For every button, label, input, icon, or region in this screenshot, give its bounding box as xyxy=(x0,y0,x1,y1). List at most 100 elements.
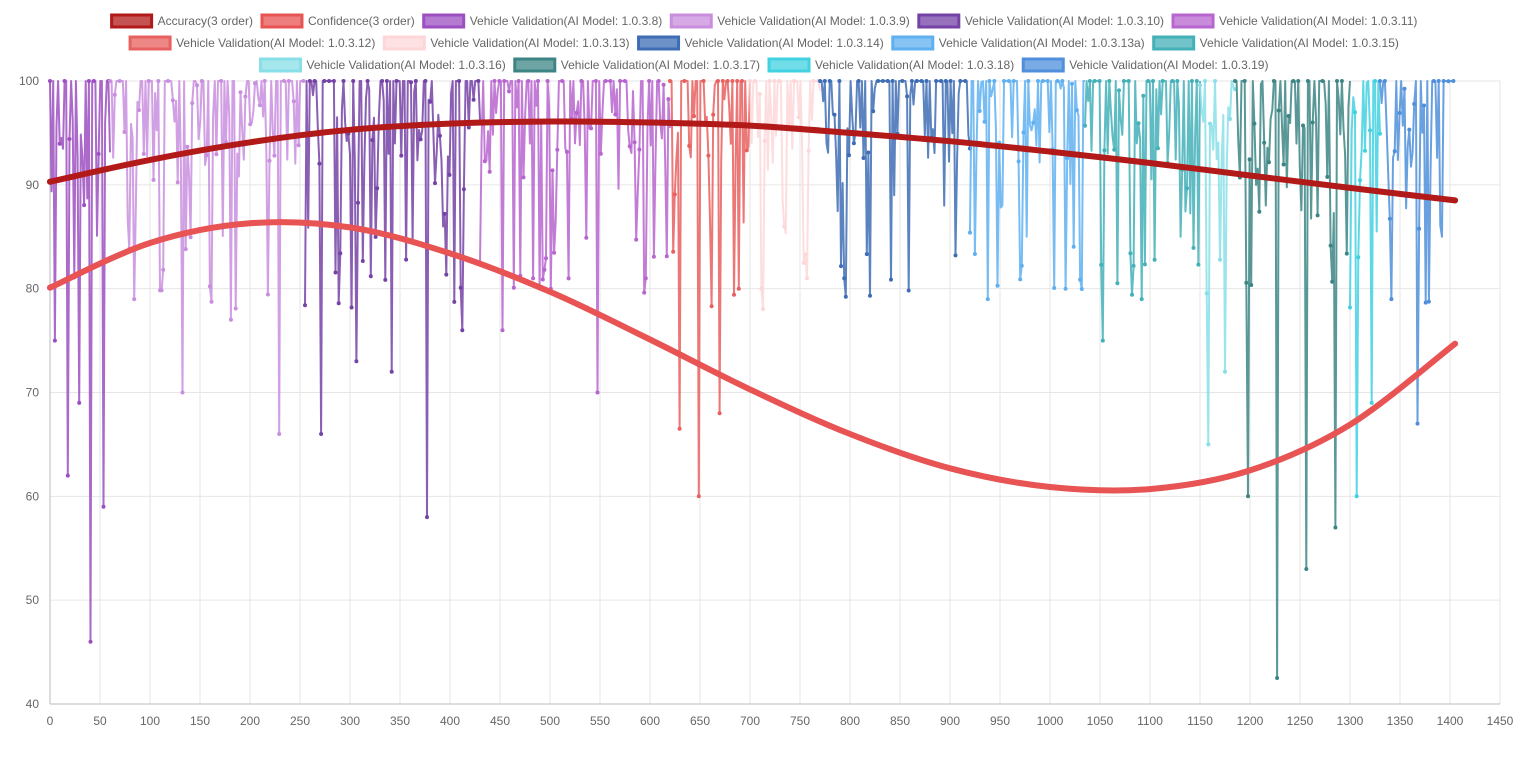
series-point xyxy=(159,288,164,293)
series-point xyxy=(1128,251,1133,256)
series-point xyxy=(1296,79,1301,83)
series-point xyxy=(740,79,744,83)
legend-item[interactable]: Accuracy(3 order) xyxy=(110,13,253,29)
legend-item[interactable]: Vehicle Validation(AI Model: 1.0.3.14) xyxy=(637,35,884,51)
legend-item[interactable]: Vehicle Validation(AI Model: 1.0.3.8) xyxy=(422,13,663,29)
series-point xyxy=(598,151,603,156)
series-point xyxy=(460,328,465,333)
series-point xyxy=(1368,128,1372,133)
series-point xyxy=(86,79,91,83)
series-point xyxy=(643,276,648,281)
series-point xyxy=(322,79,327,83)
x-tick-label: 150 xyxy=(190,714,210,728)
series-point xyxy=(365,79,370,83)
series-point xyxy=(1203,79,1207,83)
series-point xyxy=(333,270,338,275)
series-point xyxy=(373,234,378,239)
y-tick-label: 80 xyxy=(26,282,40,296)
series-point xyxy=(545,79,550,83)
trend-series-1 xyxy=(47,118,1458,204)
series-point xyxy=(711,112,716,117)
legend-label: Vehicle Validation(AI Model: 1.0.3.13a) xyxy=(939,36,1145,50)
series-point xyxy=(341,79,346,83)
series-point xyxy=(1286,114,1291,118)
series-point xyxy=(818,79,822,83)
series-point xyxy=(466,125,471,130)
series-point xyxy=(811,79,816,83)
y-tick-label: 90 xyxy=(26,178,40,192)
series-point xyxy=(792,79,796,83)
series-point xyxy=(762,138,767,143)
series-point xyxy=(1233,79,1237,83)
series-point xyxy=(632,140,637,145)
legend-item[interactable]: Vehicle Validation(AI Model: 1.0.3.13) xyxy=(382,35,630,51)
series-point xyxy=(409,80,413,85)
legend-item[interactable]: Vehicle Validation(AI Model: 1.0.3.11) xyxy=(1171,13,1417,29)
series-point xyxy=(613,112,618,117)
series-point xyxy=(1074,108,1079,113)
series-point xyxy=(96,151,101,156)
series-point xyxy=(736,286,741,291)
series-point xyxy=(701,79,706,83)
x-tick-label: 1050 xyxy=(1087,714,1114,728)
series-point xyxy=(461,187,466,192)
series-point xyxy=(677,426,682,431)
series-point xyxy=(331,79,336,83)
legend-label: Vehicle Validation(AI Model: 1.0.3.14) xyxy=(685,36,884,50)
series-point xyxy=(637,147,642,152)
series-point xyxy=(190,101,195,106)
series-point xyxy=(1389,297,1394,302)
series-point xyxy=(1247,157,1252,162)
series-point xyxy=(958,79,963,83)
legend-item[interactable]: Vehicle Validation(AI Model: 1.0.3.17) xyxy=(513,57,760,73)
series-point xyxy=(550,168,555,173)
series-point xyxy=(706,153,711,158)
legend-item[interactable]: Vehicle Validation(AI Model: 1.0.3.9) xyxy=(669,13,910,29)
series-point xyxy=(735,79,740,83)
series-point xyxy=(442,211,447,216)
series-point xyxy=(351,79,356,83)
legend-item[interactable]: Vehicle Validation(AI Model: 1.0.3.18) xyxy=(767,57,1014,73)
series-point xyxy=(1052,286,1057,290)
series-point xyxy=(1281,162,1286,167)
series-point xyxy=(564,149,569,154)
legend-item[interactable]: Confidence(3 order) xyxy=(260,13,415,29)
series-point xyxy=(1117,88,1121,93)
series-line xyxy=(49,80,111,643)
series-point xyxy=(1191,245,1196,250)
x-tick-label: 1200 xyxy=(1237,714,1264,728)
series-point xyxy=(267,158,272,163)
trend-layer xyxy=(47,118,1458,494)
legend-label: Confidence(3 order) xyxy=(308,14,415,28)
series-point xyxy=(82,203,87,208)
x-tick-label: 1300 xyxy=(1337,714,1364,728)
series-point xyxy=(627,144,632,149)
trend-series-2 xyxy=(47,219,1458,494)
series-point xyxy=(57,141,62,146)
legend-item[interactable]: Vehicle Validation(AI Model: 1.0.3.13a) xyxy=(891,35,1145,51)
series-point xyxy=(354,359,359,364)
legend-item[interactable]: Vehicle Validation(AI Model: 1.0.3.12) xyxy=(128,35,375,51)
legend-item[interactable]: Vehicle Validation(AI Model: 1.0.3.19) xyxy=(1021,57,1268,73)
series-point xyxy=(1142,262,1147,267)
legend-item[interactable]: Vehicle Validation(AI Model: 1.0.3.15) xyxy=(1152,35,1399,51)
legend-item[interactable]: Vehicle Validation(AI Model: 1.0.3.10) xyxy=(917,13,1164,29)
legend-swatch xyxy=(260,13,304,29)
series-point xyxy=(492,79,497,83)
series-point xyxy=(672,192,677,197)
series-point xyxy=(1244,280,1249,285)
series-point xyxy=(117,79,122,83)
legend-item[interactable]: Vehicle Validation(AI Model: 1.0.3.16) xyxy=(259,57,506,73)
series-point xyxy=(303,303,307,308)
series-point xyxy=(418,137,423,142)
series-validation-12 xyxy=(1348,79,1382,499)
series-point xyxy=(272,153,277,158)
series-point xyxy=(1325,174,1330,179)
series-point xyxy=(536,79,540,83)
series-point xyxy=(161,267,166,272)
series-point xyxy=(399,153,404,158)
series-point xyxy=(52,338,57,343)
series-validation-2 xyxy=(108,79,306,436)
series-point xyxy=(1021,130,1026,135)
